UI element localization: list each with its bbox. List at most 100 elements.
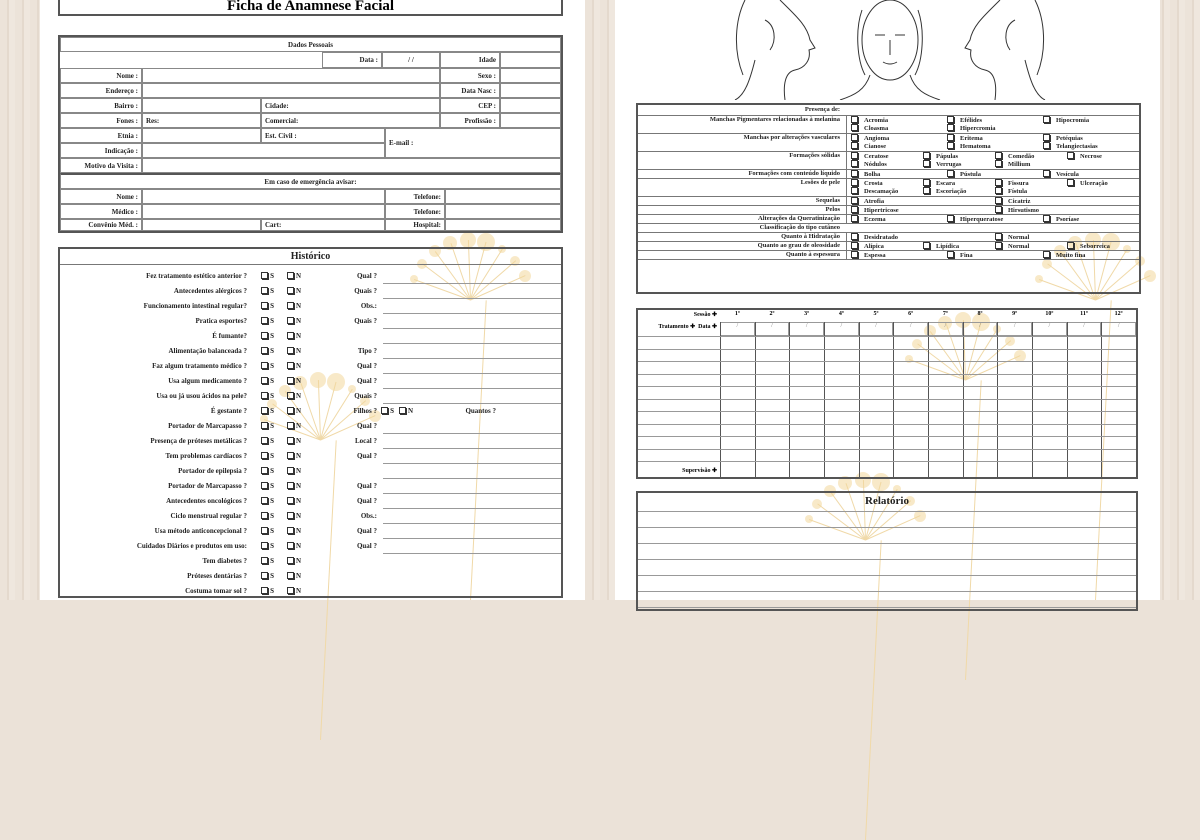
answer-line[interactable]: [383, 463, 561, 464]
yes-checkbox[interactable]: S: [261, 422, 274, 430]
birthdate-field[interactable]: [500, 83, 561, 98]
no-checkbox[interactable]: N: [286, 467, 301, 475]
answer-line[interactable]: [383, 493, 561, 494]
no-checkbox[interactable]: N: [286, 557, 301, 565]
no-checkbox[interactable]: N: [286, 362, 301, 370]
option-checkbox[interactable]: Hiperqueratose: [947, 215, 1043, 224]
report-line[interactable]: [638, 575, 1136, 591]
option-checkbox[interactable]: Seborreica: [1067, 242, 1139, 251]
option-checkbox[interactable]: Normal: [995, 233, 1139, 242]
answer-line[interactable]: [383, 373, 561, 374]
marital-status-field[interactable]: Est. Civil :: [261, 128, 385, 143]
yes-checkbox[interactable]: S: [261, 407, 274, 415]
yes-checkbox[interactable]: S: [261, 497, 274, 505]
option-checkbox[interactable]: Necrose: [1067, 152, 1139, 161]
no-checkbox[interactable]: N: [286, 437, 301, 445]
session-column[interactable]: [997, 322, 1032, 477]
option-checkbox[interactable]: Ceratose: [851, 152, 923, 161]
yes-checkbox[interactable]: S: [261, 467, 274, 475]
session-column[interactable]: [824, 322, 859, 477]
answer-line[interactable]: [383, 283, 561, 284]
yes-checkbox[interactable]: S: [261, 482, 274, 490]
district-field[interactable]: [142, 98, 261, 113]
yes-checkbox[interactable]: S: [261, 512, 274, 520]
work-phone-field[interactable]: Comercial:: [261, 113, 440, 128]
no-checkbox[interactable]: N: [286, 587, 301, 595]
option-checkbox[interactable]: Pústula: [947, 170, 1043, 179]
option-checkbox[interactable]: Nódulos: [851, 160, 923, 169]
session-column[interactable]: [928, 322, 963, 477]
option-checkbox[interactable]: Desidratado: [851, 233, 995, 242]
no-checkbox[interactable]: N: [286, 272, 301, 280]
no-checkbox[interactable]: N: [286, 317, 301, 325]
option-checkbox[interactable]: Verrugas: [923, 160, 995, 169]
yes-checkbox[interactable]: S: [261, 527, 274, 535]
session-column[interactable]: [1101, 322, 1136, 477]
no-checkbox[interactable]: N: [286, 407, 301, 415]
option-checkbox[interactable]: Atrofia: [851, 197, 995, 206]
no-checkbox[interactable]: N: [286, 572, 301, 580]
option-checkbox[interactable]: Hematoma: [947, 142, 1043, 151]
no-checkbox[interactable]: N: [286, 512, 301, 520]
email-field[interactable]: E-mail :: [385, 128, 561, 158]
visit-reason-field[interactable]: [142, 158, 561, 173]
report-line[interactable]: [638, 607, 1136, 623]
answer-line[interactable]: [383, 448, 561, 449]
option-checkbox[interactable]: Acromia: [851, 116, 947, 125]
answer-line[interactable]: [383, 313, 561, 314]
answer-line[interactable]: [383, 358, 561, 359]
emergency-phone-field[interactable]: [445, 189, 561, 204]
yes-checkbox[interactable]: S: [261, 302, 274, 310]
option-checkbox[interactable]: Telangiectasias: [1043, 142, 1139, 151]
option-checkbox[interactable]: Hipertricose: [851, 206, 995, 215]
option-checkbox[interactable]: Pápulas: [923, 152, 995, 161]
answer-line[interactable]: [383, 523, 561, 524]
doctor-phone-field[interactable]: [445, 204, 561, 219]
answer-line[interactable]: [383, 298, 561, 299]
no-checkbox[interactable]: N: [286, 482, 301, 490]
no-checkbox[interactable]: N: [286, 332, 301, 340]
option-checkbox[interactable]: Lipídica: [923, 242, 995, 251]
session-column[interactable]: [1032, 322, 1067, 477]
hospital-field[interactable]: [445, 219, 561, 231]
yes-checkbox[interactable]: S: [261, 452, 274, 460]
session-column[interactable]: [754, 322, 790, 477]
yes-checkbox[interactable]: S: [261, 317, 274, 325]
profession-field[interactable]: [500, 113, 561, 128]
option-checkbox[interactable]: Crosta: [851, 179, 923, 188]
option-checkbox[interactable]: Eritema: [947, 134, 1043, 143]
emergency-name-field[interactable]: [142, 189, 385, 204]
option-checkbox[interactable]: Petéquias: [1043, 134, 1139, 143]
insurance-field[interactable]: [142, 219, 261, 231]
no-checkbox[interactable]: N: [286, 302, 301, 310]
answer-line[interactable]: [383, 433, 561, 434]
yes-checkbox[interactable]: S: [261, 332, 274, 340]
age-field[interactable]: [500, 52, 561, 68]
card-field[interactable]: Cart:: [261, 219, 385, 231]
session-column[interactable]: [858, 322, 894, 477]
report-line[interactable]: [638, 527, 1136, 543]
home-phone-field[interactable]: Res:: [142, 113, 261, 128]
option-checkbox[interactable]: Muito fina: [1043, 251, 1139, 260]
option-checkbox[interactable]: Hipocromia: [1043, 116, 1139, 125]
no-checkbox[interactable]: N: [286, 392, 301, 400]
session-column[interactable]: [789, 322, 824, 477]
name-field[interactable]: [142, 68, 440, 83]
children-yes-checkbox[interactable]: S: [381, 407, 394, 415]
answer-line[interactable]: [383, 328, 561, 329]
yes-checkbox[interactable]: S: [261, 377, 274, 385]
yes-checkbox[interactable]: S: [261, 437, 274, 445]
option-checkbox[interactable]: Comedão: [995, 152, 1067, 161]
no-checkbox[interactable]: N: [286, 422, 301, 430]
option-checkbox[interactable]: Normal: [995, 242, 1067, 251]
report-line[interactable]: [638, 511, 1136, 527]
option-checkbox[interactable]: Psoríase: [1043, 215, 1139, 224]
yes-checkbox[interactable]: S: [261, 347, 274, 355]
yes-checkbox[interactable]: S: [261, 557, 274, 565]
option-checkbox[interactable]: Escara: [923, 179, 995, 188]
option-checkbox[interactable]: Angioma: [851, 134, 947, 143]
no-checkbox[interactable]: N: [286, 287, 301, 295]
answer-line[interactable]: [383, 553, 561, 554]
answer-line[interactable]: [383, 343, 561, 344]
option-checkbox[interactable]: Fina: [947, 251, 1043, 260]
